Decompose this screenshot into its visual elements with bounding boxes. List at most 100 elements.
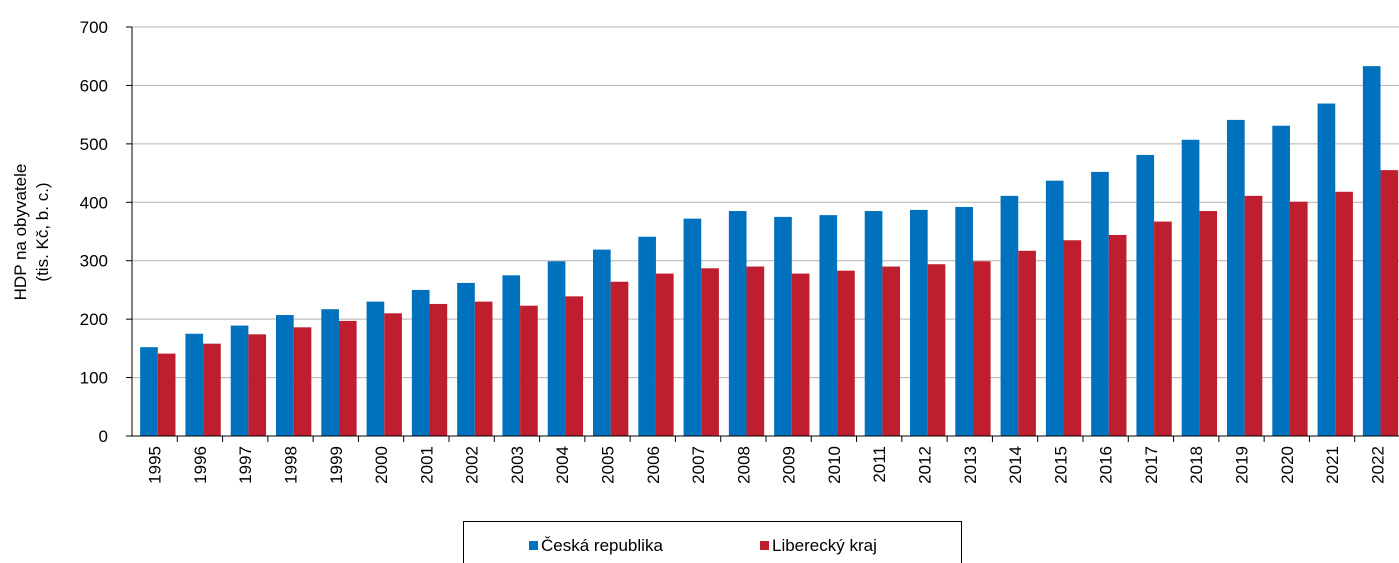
legend-swatch <box>760 541 769 550</box>
bar <box>230 325 249 436</box>
x-tick-label: 2005 <box>599 446 618 484</box>
x-tick-label: 2004 <box>553 446 572 484</box>
legend-box <box>463 521 962 563</box>
y-axis-label: (tis. Kč, b. c.) <box>33 182 52 281</box>
bar <box>746 266 765 436</box>
bar <box>338 320 357 436</box>
y-tick-label: 500 <box>80 135 108 154</box>
bar <box>140 347 158 436</box>
bar <box>593 249 611 436</box>
bar <box>1317 103 1336 436</box>
bar <box>1136 154 1155 437</box>
x-tick-label: 2001 <box>417 446 436 484</box>
y-tick-label: 300 <box>80 252 108 271</box>
y-tick-label: 600 <box>80 76 108 95</box>
bar <box>655 273 674 436</box>
bar <box>457 282 475 436</box>
legend-label: Česká republika <box>541 536 663 555</box>
bar <box>1289 201 1308 436</box>
x-tick-label: 2006 <box>644 446 663 484</box>
bar <box>1199 211 1218 436</box>
bar <box>384 313 402 436</box>
bar <box>1000 195 1019 436</box>
bar <box>1154 221 1172 436</box>
bar <box>1018 250 1036 436</box>
x-tick-label: 2002 <box>463 446 482 484</box>
bar <box>429 303 448 436</box>
x-tick-label: 2003 <box>508 446 527 484</box>
bar <box>1227 119 1245 436</box>
bar <box>1362 66 1381 436</box>
bar <box>474 301 493 436</box>
x-tick-label: 2010 <box>825 446 844 484</box>
x-tick-label: 1996 <box>191 446 210 484</box>
bar <box>293 327 312 436</box>
y-tick-label: 700 <box>80 18 108 37</box>
x-tick-label: 2011 <box>870 446 889 483</box>
bar <box>547 261 566 436</box>
bar <box>1181 139 1200 436</box>
x-tick-label: 2021 <box>1323 446 1342 484</box>
y-tick-label: 200 <box>80 310 108 329</box>
bar <box>520 305 538 436</box>
bar <box>701 268 719 436</box>
bar <box>1108 235 1127 436</box>
bar <box>185 333 204 436</box>
legend-label: Liberecký kraj <box>772 536 877 555</box>
y-tick-label: 0 <box>99 427 108 446</box>
bar <box>610 281 629 436</box>
bar <box>1063 240 1082 436</box>
bar <box>728 211 747 436</box>
bar <box>1272 125 1290 436</box>
bar <box>837 270 855 436</box>
bar <box>1045 180 1064 436</box>
x-tick-label: 1998 <box>282 446 301 484</box>
x-tick-label: 2015 <box>1051 446 1070 484</box>
y-tick-label: 100 <box>80 369 108 388</box>
x-tick-label: 1995 <box>146 446 165 484</box>
y-axis-label: HDP na obyvatele <box>11 164 30 301</box>
x-tick-label: 2022 <box>1368 446 1387 484</box>
x-tick-label: 2019 <box>1233 446 1252 484</box>
bar <box>910 209 928 436</box>
bar <box>248 334 267 436</box>
bar <box>683 218 702 436</box>
x-tick-label: 2017 <box>1142 446 1161 484</box>
bar <box>1380 170 1399 436</box>
x-tick-label: 2018 <box>1187 446 1206 484</box>
bar <box>502 275 521 436</box>
bar <box>1244 195 1263 436</box>
bar <box>366 301 385 436</box>
bar <box>864 211 883 436</box>
bar <box>321 309 339 436</box>
bar <box>819 215 838 436</box>
bar <box>774 216 792 436</box>
x-tick-label: 2016 <box>1097 446 1116 484</box>
x-tick-label: 2000 <box>372 446 391 484</box>
x-tick-label: 1999 <box>327 446 346 484</box>
bar <box>927 264 946 436</box>
x-tick-label: 2013 <box>961 446 980 484</box>
bar <box>276 315 294 436</box>
bar <box>565 296 584 436</box>
bar <box>1091 171 1109 436</box>
x-tick-label: 2007 <box>689 446 708 484</box>
x-tick-label: 2012 <box>916 446 935 484</box>
bar <box>411 289 430 436</box>
bar <box>203 343 221 436</box>
legend-swatch <box>529 541 538 550</box>
bar <box>791 273 810 436</box>
x-tick-label: 2014 <box>1006 446 1025 484</box>
y-tick-label: 400 <box>80 193 108 212</box>
bar <box>157 353 176 436</box>
bar <box>638 236 656 436</box>
x-tick-label: 2009 <box>780 446 799 484</box>
x-tick-label: 2020 <box>1278 446 1297 484</box>
bar <box>1335 191 1353 436</box>
bar <box>955 206 973 436</box>
bar <box>972 261 991 436</box>
x-tick-label: 1997 <box>236 446 255 484</box>
bar <box>882 266 901 436</box>
x-tick-label: 2008 <box>734 446 753 484</box>
